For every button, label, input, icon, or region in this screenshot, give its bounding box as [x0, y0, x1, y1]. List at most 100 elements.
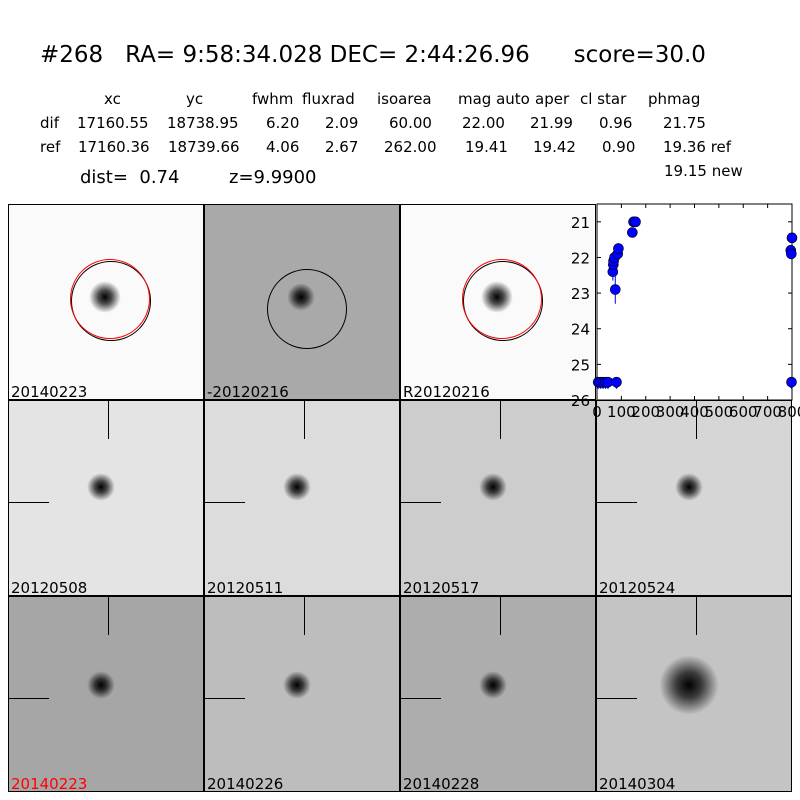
column-header: fwhm — [252, 90, 294, 108]
image-stamp[interactable]: -20120216 — [204, 204, 400, 400]
x-tick-label: 500 — [705, 403, 734, 421]
table-cell: 262.00 — [384, 138, 437, 156]
plot-frame — [596, 203, 793, 401]
x-tick-label: 700 — [753, 403, 782, 421]
crosshair-horizontal — [401, 502, 441, 503]
source-blob — [87, 473, 115, 501]
y-tick-label: 26 — [571, 392, 590, 410]
x-tick-label: 800 — [778, 403, 800, 421]
image-stamp[interactable]: 20120517 — [400, 400, 596, 596]
crosshair-vertical — [696, 597, 697, 635]
table-cell: 18738.95 — [167, 114, 239, 132]
crosshair-vertical — [108, 597, 109, 635]
stamp-date-label: 20120524 — [599, 579, 676, 596]
image-stamp[interactable]: 20140223 — [8, 596, 204, 792]
data-point — [627, 227, 638, 238]
x-tick-label: 0 — [592, 403, 602, 421]
stamp-date-label: 20120517 — [403, 579, 480, 596]
y-tick-label: 22 — [571, 249, 590, 267]
x-tick-label: 200 — [631, 403, 660, 421]
column-header: xc — [104, 90, 121, 108]
column-header: yc — [186, 90, 204, 108]
crosshair-horizontal — [597, 502, 637, 503]
column-header: phmag — [648, 90, 701, 108]
aperture-circle — [70, 259, 150, 339]
stamp-date-label: R20120216 — [403, 383, 490, 400]
y-tick-label: 25 — [571, 356, 590, 374]
image-stamp[interactable]: 20120508 — [8, 400, 204, 596]
light-curve-chart: 21 22 23 24 25 260 100200300400500600700800 — [571, 203, 800, 421]
table-cell: 19.36 ref — [663, 138, 732, 156]
source-blob — [675, 473, 703, 501]
image-stamp[interactable]: R20120216 — [400, 204, 596, 400]
x-tick-label: 300 — [656, 403, 685, 421]
z-value: z=9.9900 — [229, 167, 317, 188]
data-point — [630, 216, 641, 228]
image-stamp[interactable]: 20120511 — [204, 400, 400, 596]
data-point — [786, 232, 798, 244]
crosshair-horizontal — [401, 698, 441, 699]
crosshair-vertical — [304, 597, 305, 635]
y-tick-label: 23 — [571, 285, 590, 303]
image-stamp[interactable]: 20140223 — [8, 204, 204, 400]
source-blob — [479, 671, 507, 699]
crosshair-vertical — [304, 401, 305, 439]
y-tick-label: 21 — [571, 214, 590, 232]
image-stamp[interactable]: 20140226 — [204, 596, 400, 792]
column-header: aper — [535, 90, 570, 108]
phmag-new: 19.15 new — [664, 162, 743, 180]
table-cell: 17160.36 — [78, 138, 150, 156]
table-cell: 60.00 — [389, 114, 432, 132]
table-cell: 17160.55 — [77, 114, 149, 132]
source-blob — [283, 671, 311, 699]
table-cell: 22.00 — [462, 114, 505, 132]
source-blob — [283, 473, 311, 501]
x-tick-label: 100 — [607, 403, 636, 421]
x-tick-label: 400 — [680, 403, 709, 421]
aperture-circle — [267, 269, 347, 349]
x-tick-label: 600 — [729, 403, 758, 421]
data-point — [786, 376, 797, 388]
aperture-circle — [462, 259, 542, 339]
source-blob — [479, 473, 507, 501]
crosshair-vertical — [500, 401, 501, 439]
table-cell: 0.90 — [602, 138, 636, 156]
crosshair-horizontal — [9, 502, 49, 503]
data-point — [785, 248, 797, 260]
table-cell: 18739.66 — [168, 138, 240, 156]
candidate-title: #268 RA= 9:58:34.028 DEC= 2:44:26.96 sco… — [40, 42, 706, 68]
data-point — [609, 284, 621, 295]
stamp-date-label: 20140304 — [599, 775, 676, 792]
table-cell: 4.06 — [266, 138, 300, 156]
table-cell: 6.20 — [266, 114, 300, 132]
column-header: isoarea — [377, 90, 432, 108]
stamp-date-label: 20120508 — [11, 579, 88, 596]
data-point — [611, 376, 622, 388]
row-label: ref — [40, 138, 61, 156]
crosshair-horizontal — [9, 698, 49, 699]
crosshair-vertical — [108, 401, 109, 439]
table-cell: 2.67 — [325, 138, 359, 156]
image-stamp[interactable]: 20140304 — [596, 596, 792, 792]
column-header: fluxrad — [302, 90, 355, 108]
column-header: cl star — [580, 90, 627, 108]
stamp-date-label: 20140228 — [403, 775, 480, 792]
source-blob — [87, 671, 115, 699]
table-cell: 19.42 — [533, 138, 576, 156]
crosshair-horizontal — [205, 698, 245, 699]
column-header: mag auto — [458, 90, 530, 108]
crosshair-vertical — [696, 401, 697, 439]
y-tick-label: 24 — [571, 321, 590, 339]
stamp-date-label: 20140223 — [11, 775, 88, 792]
stamp-date-label: 20140223 — [11, 383, 88, 400]
crosshair-horizontal — [597, 698, 637, 699]
table-cell: 0.96 — [599, 114, 633, 132]
table-cell: 21.99 — [530, 114, 573, 132]
image-stamp[interactable]: 20140228 — [400, 596, 596, 792]
table-cell: 19.41 — [465, 138, 508, 156]
stamp-date-label: 20140226 — [207, 775, 284, 792]
row-label: dif — [40, 114, 59, 132]
dist-value: dist= 0.74 — [80, 167, 180, 188]
crosshair-vertical — [500, 597, 501, 635]
data-point — [613, 243, 624, 254]
